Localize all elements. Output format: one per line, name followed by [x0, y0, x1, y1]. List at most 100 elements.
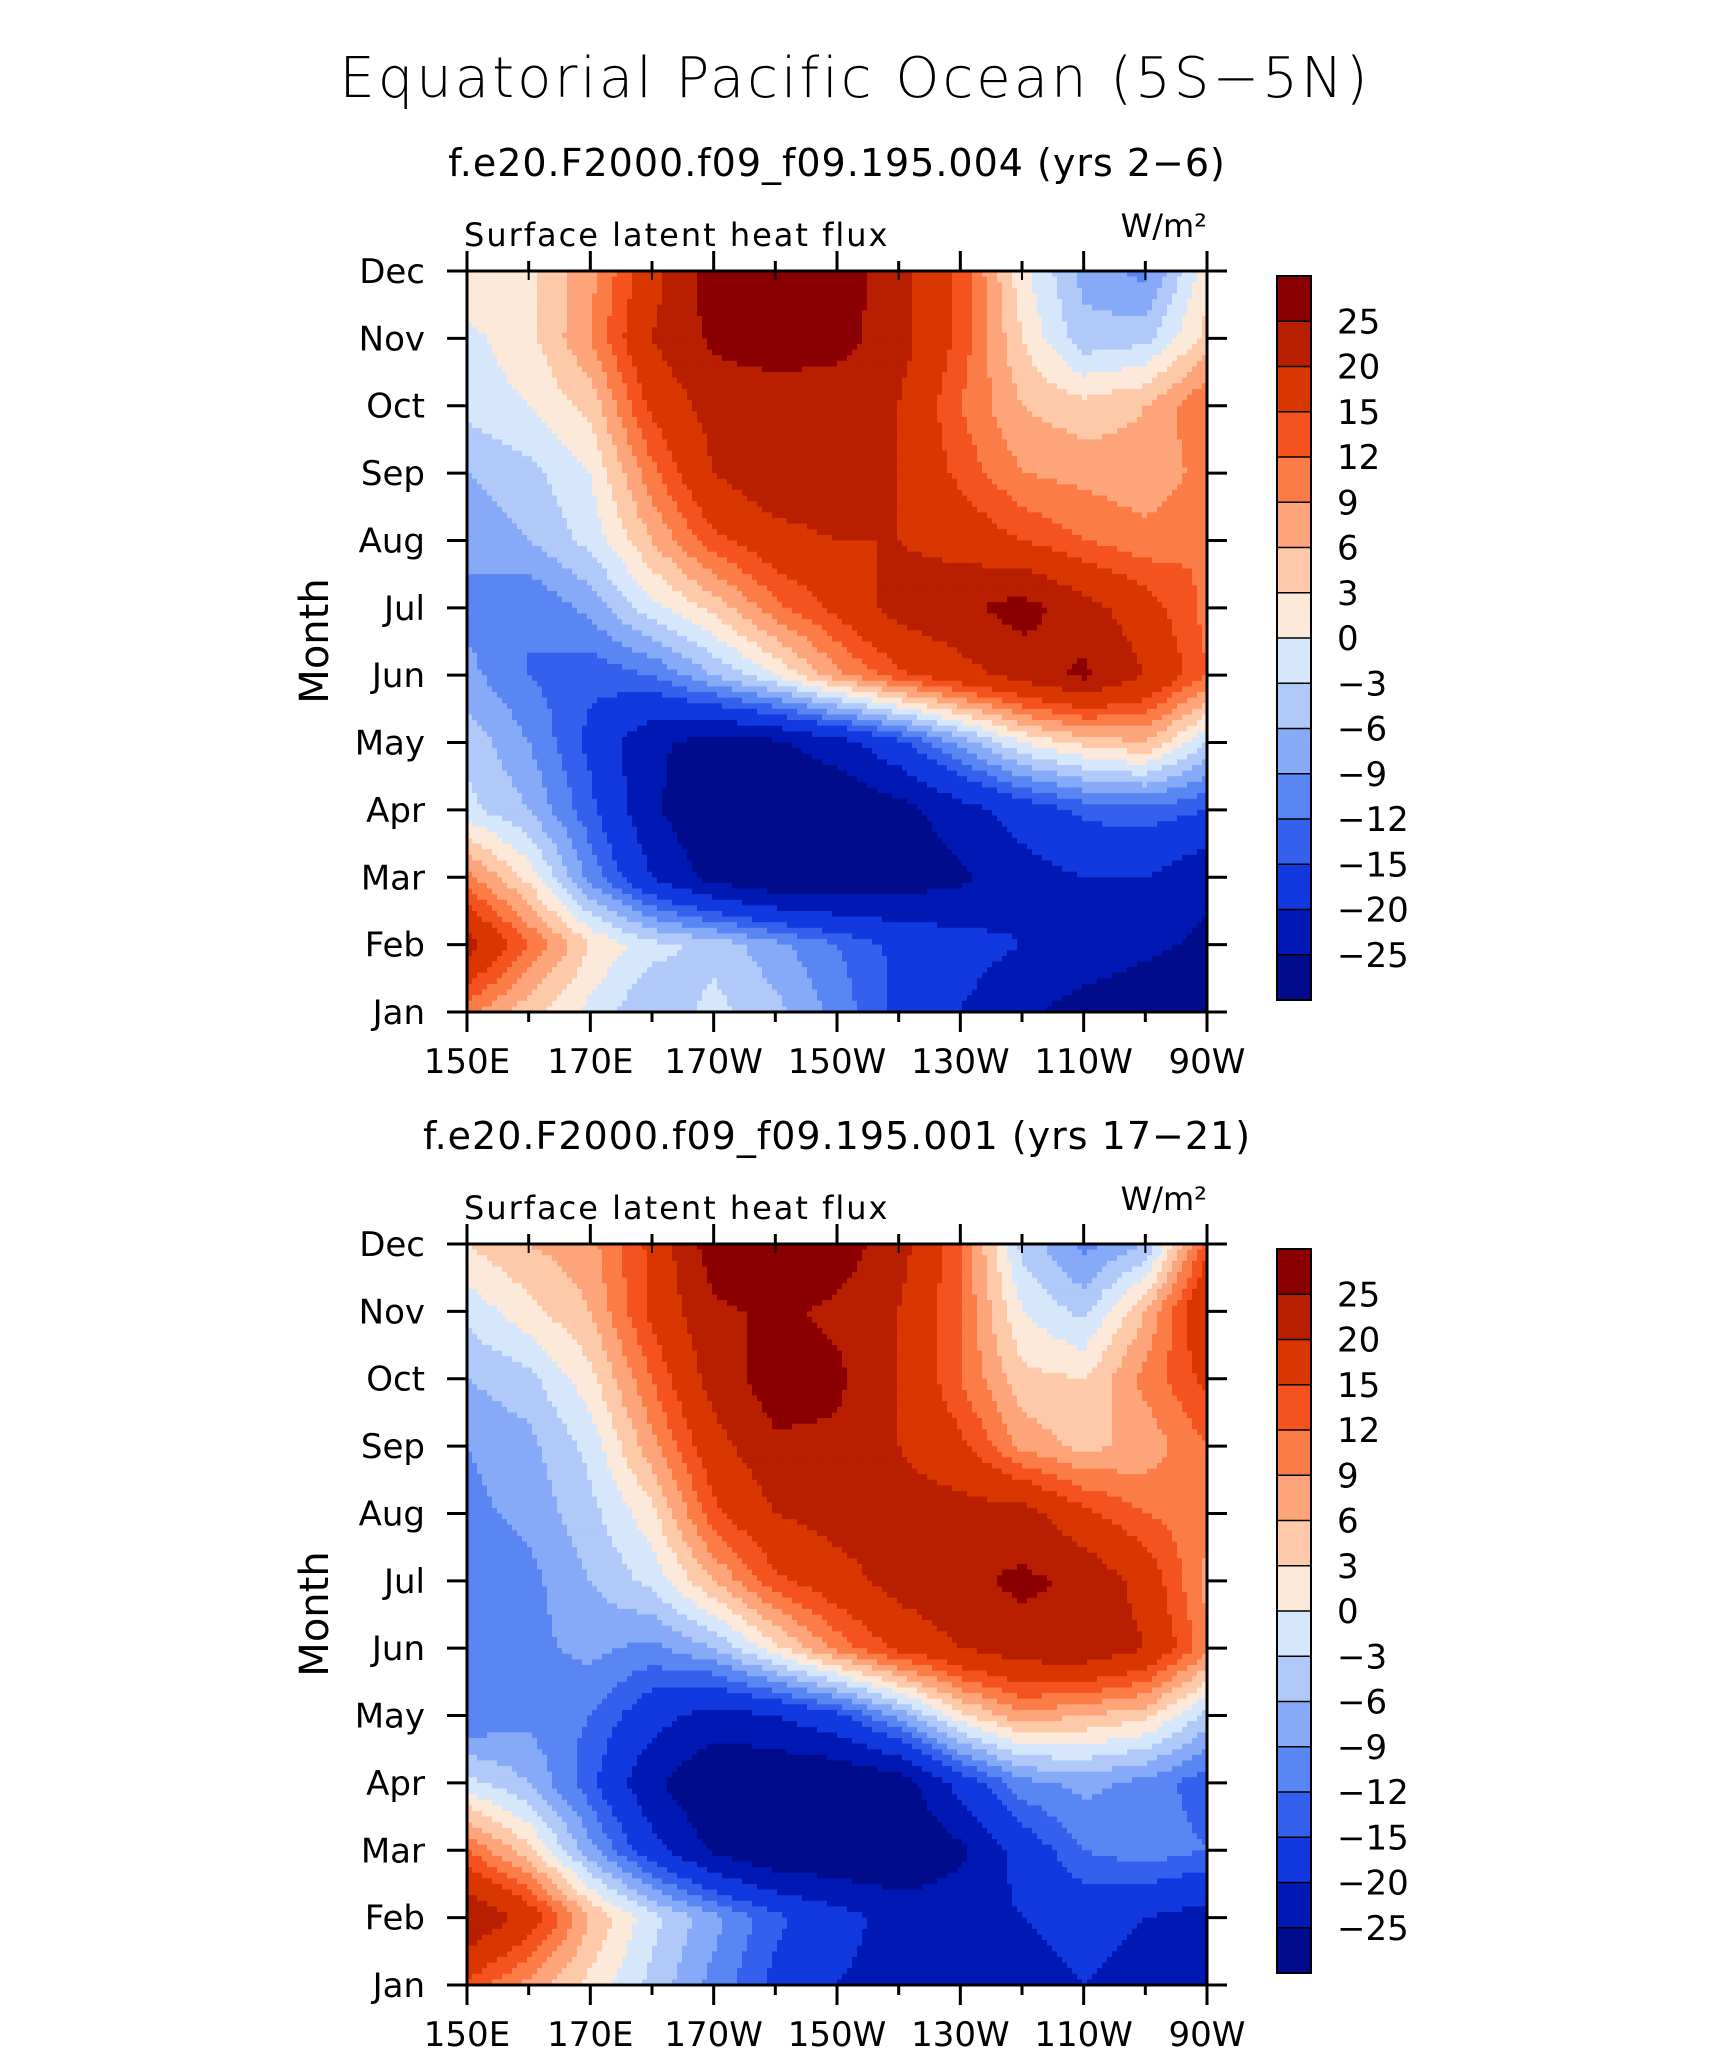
contour-cell	[522, 299, 528, 306]
contour-cell	[747, 310, 753, 317]
contour-cell	[657, 433, 663, 441]
contour-cell	[607, 416, 613, 424]
contour-cell	[1172, 400, 1178, 407]
contour-cell	[1017, 366, 1023, 373]
contour-cell	[1057, 310, 1063, 317]
contour-cell	[1072, 355, 1078, 362]
contour-cell	[1117, 416, 1123, 424]
contour-cell	[842, 310, 848, 317]
contour-cell	[607, 439, 613, 446]
contour-cell	[677, 349, 683, 356]
contour-cell	[887, 304, 893, 311]
contour-cell	[977, 411, 983, 418]
contour-cell	[517, 445, 523, 452]
contour-cell	[1022, 439, 1028, 446]
contour-cell	[862, 332, 868, 339]
contour-cell	[537, 372, 543, 379]
contour-cell	[827, 416, 833, 424]
contour-cell	[1057, 304, 1063, 311]
contour-cell	[742, 411, 748, 418]
contour-cell	[927, 445, 933, 452]
contour-cell	[1192, 383, 1198, 390]
contour-cell	[572, 433, 578, 441]
contour-cell	[527, 360, 533, 368]
contour-cell	[1002, 450, 1008, 457]
contour-cell	[697, 422, 703, 429]
contour-cell	[612, 343, 618, 351]
contour-cell	[807, 400, 813, 407]
contour-cell	[577, 445, 583, 452]
contour-cell	[1087, 445, 1093, 452]
contour-cell	[1152, 377, 1158, 384]
contour-cell	[607, 372, 613, 379]
contour-cell	[702, 287, 708, 295]
contour-cell	[917, 332, 923, 339]
contour-cell	[507, 360, 513, 368]
contour-cell	[552, 456, 558, 463]
contour-cell	[1167, 400, 1173, 407]
contour-cell	[882, 276, 888, 283]
contour-cell	[887, 349, 893, 356]
contour-cell	[532, 377, 538, 384]
contour-cell	[612, 411, 618, 418]
contour-cell	[847, 428, 853, 435]
contour-cell	[737, 433, 743, 441]
contour-cell	[907, 400, 913, 407]
contour-cell	[682, 327, 688, 334]
contour-cell	[502, 293, 508, 300]
contour-cell	[862, 293, 868, 300]
contour-cell	[487, 433, 493, 441]
contour-cell	[1032, 394, 1038, 401]
contour-cell	[987, 271, 993, 278]
contour-cell	[587, 405, 593, 412]
contour-cell	[1197, 433, 1203, 441]
contour-cell	[1197, 276, 1203, 283]
contour-cell	[827, 343, 833, 351]
contour-cell	[987, 349, 993, 356]
contour-cell	[742, 332, 748, 339]
contour-cell	[517, 456, 523, 463]
contour-cell	[477, 304, 483, 311]
contour-cell	[947, 315, 953, 323]
contour-cell	[657, 428, 663, 435]
contour-cell	[972, 422, 978, 429]
contour-cell	[1032, 439, 1038, 446]
contour-cell	[772, 377, 778, 384]
contour-cell	[1147, 377, 1153, 384]
contour-cell	[677, 405, 683, 412]
contour-cell	[642, 276, 648, 283]
contour-cell	[822, 360, 828, 368]
contour-cell	[547, 394, 553, 401]
contour-cell	[917, 456, 923, 463]
contour-cell	[972, 450, 978, 457]
contour-cell	[657, 343, 663, 351]
contour-cell	[1157, 304, 1163, 311]
contour-cell	[632, 355, 638, 362]
contour-cell	[1062, 299, 1068, 306]
contour-cell	[1197, 299, 1203, 306]
contour-cell	[1187, 310, 1193, 317]
contour-cell	[1082, 450, 1088, 457]
contour-cell	[502, 304, 508, 311]
contour-cell	[817, 372, 823, 379]
contour-cell	[892, 428, 898, 435]
contour-cell	[807, 377, 813, 384]
contour-cell	[472, 355, 478, 362]
contour-cell	[617, 276, 623, 283]
contour-cell	[517, 315, 523, 323]
contour-cell	[1042, 405, 1048, 412]
contour-cell	[737, 383, 743, 390]
contour-cell	[877, 394, 883, 401]
contour-cell	[652, 456, 658, 463]
contour-cell	[1067, 349, 1073, 356]
contour-cell	[562, 355, 568, 362]
contour-cell	[507, 411, 513, 418]
contour-cell	[1152, 411, 1158, 418]
contour-cell	[1112, 377, 1118, 384]
contour-cell	[772, 428, 778, 435]
contour-cell	[1052, 383, 1058, 390]
contour-cell	[1062, 332, 1068, 339]
contour-cell	[737, 332, 743, 339]
contour-cell	[682, 366, 688, 373]
contour-cell	[1052, 450, 1058, 457]
